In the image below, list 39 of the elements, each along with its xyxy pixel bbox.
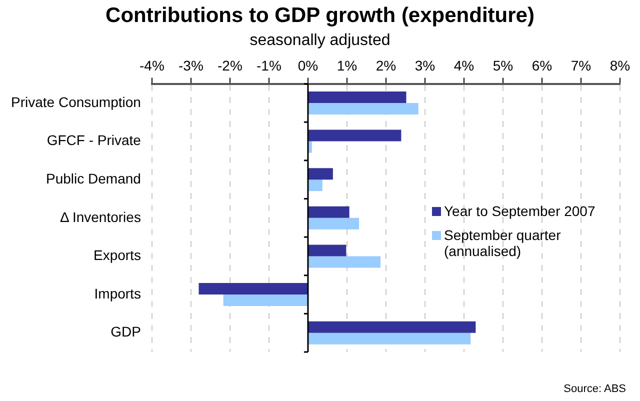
source-note: Source: ABS [564,383,626,395]
bar [308,130,402,142]
bar [308,332,471,344]
bar [308,91,406,103]
x-tick-label: 1% [336,57,358,74]
y-tick-label: Δ Inventories [60,208,141,225]
y-tick-label: Imports [94,285,141,302]
bar [308,206,350,218]
y-tick-label: GFCF - Private [46,132,142,148]
legend-label: September quarter (annualised) [444,227,562,259]
bar [308,218,360,230]
x-tick-label: 0% [298,57,318,74]
legend-label: Year to September 2007 [444,203,596,219]
bar [308,180,322,192]
chart-subtitle: seasonally adjusted [248,32,392,50]
bar [308,102,418,114]
x-tick-label: 8% [610,57,630,74]
bar [198,283,308,295]
x-tick-label: 7% [570,57,592,74]
x-tick-label: -2% [218,57,242,74]
bar [308,321,476,333]
x-tick-label: -4% [140,57,164,74]
y-tick-label: Private Consumption [11,94,141,110]
bar [308,244,346,256]
bar [308,256,381,268]
y-tick-label: GDP [110,324,141,340]
x-tick-label: 4% [454,57,474,74]
x-tick-label: -3% [178,57,204,74]
chart-title: Contributions to GDP growth (expenditure) [104,4,536,28]
bar [308,141,312,153]
y-tick-label: Public Demand [46,170,141,186]
bar [308,168,333,180]
x-tick-label: 5% [492,57,514,74]
y-tick-label: Exports [93,247,141,264]
x-tick-label: 3% [414,57,436,74]
bar [223,294,308,306]
x-tick-label: 2% [376,57,396,74]
x-tick-label: -1% [256,57,282,74]
x-tick-label: 6% [532,57,552,74]
